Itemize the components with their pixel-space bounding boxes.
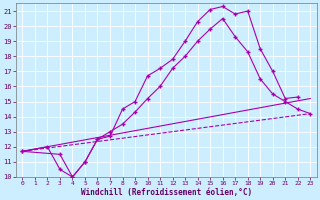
X-axis label: Windchill (Refroidissement éolien,°C): Windchill (Refroidissement éolien,°C) [81, 188, 252, 197]
